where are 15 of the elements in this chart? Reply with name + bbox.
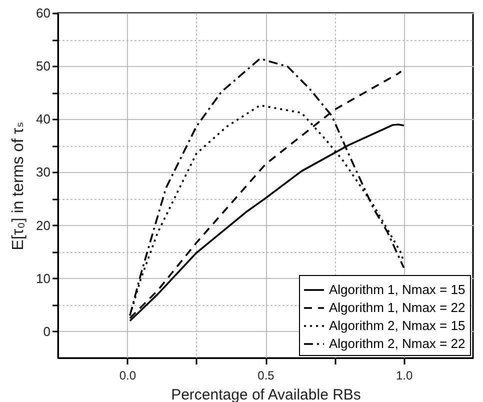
legend-label: Algorithm 2, Nmax = 22 bbox=[329, 336, 466, 351]
y-tick-label: 60 bbox=[36, 6, 50, 20]
y-tick-label: 0 bbox=[43, 324, 50, 339]
y-axis-title: E[τ₀] in terms of τₛ bbox=[10, 122, 28, 250]
x-tick-label: 1.0 bbox=[396, 368, 413, 382]
y-tick-label: 40 bbox=[36, 112, 50, 127]
legend-label: Algorithm 2, Nmax = 15 bbox=[329, 318, 466, 333]
x-tick-label: 0.0 bbox=[119, 368, 136, 382]
legend-label: Algorithm 1, Nmax = 22 bbox=[329, 300, 466, 315]
y-tick-label: 10 bbox=[36, 270, 50, 286]
y-tick-label: 30 bbox=[36, 164, 50, 180]
x-tick-label: 0.5 bbox=[258, 368, 275, 382]
legend-label: Algorithm 1, Nmax = 15 bbox=[329, 282, 466, 297]
y-tick-label: 20 bbox=[36, 218, 50, 233]
y-tick-label: 50 bbox=[36, 58, 50, 74]
